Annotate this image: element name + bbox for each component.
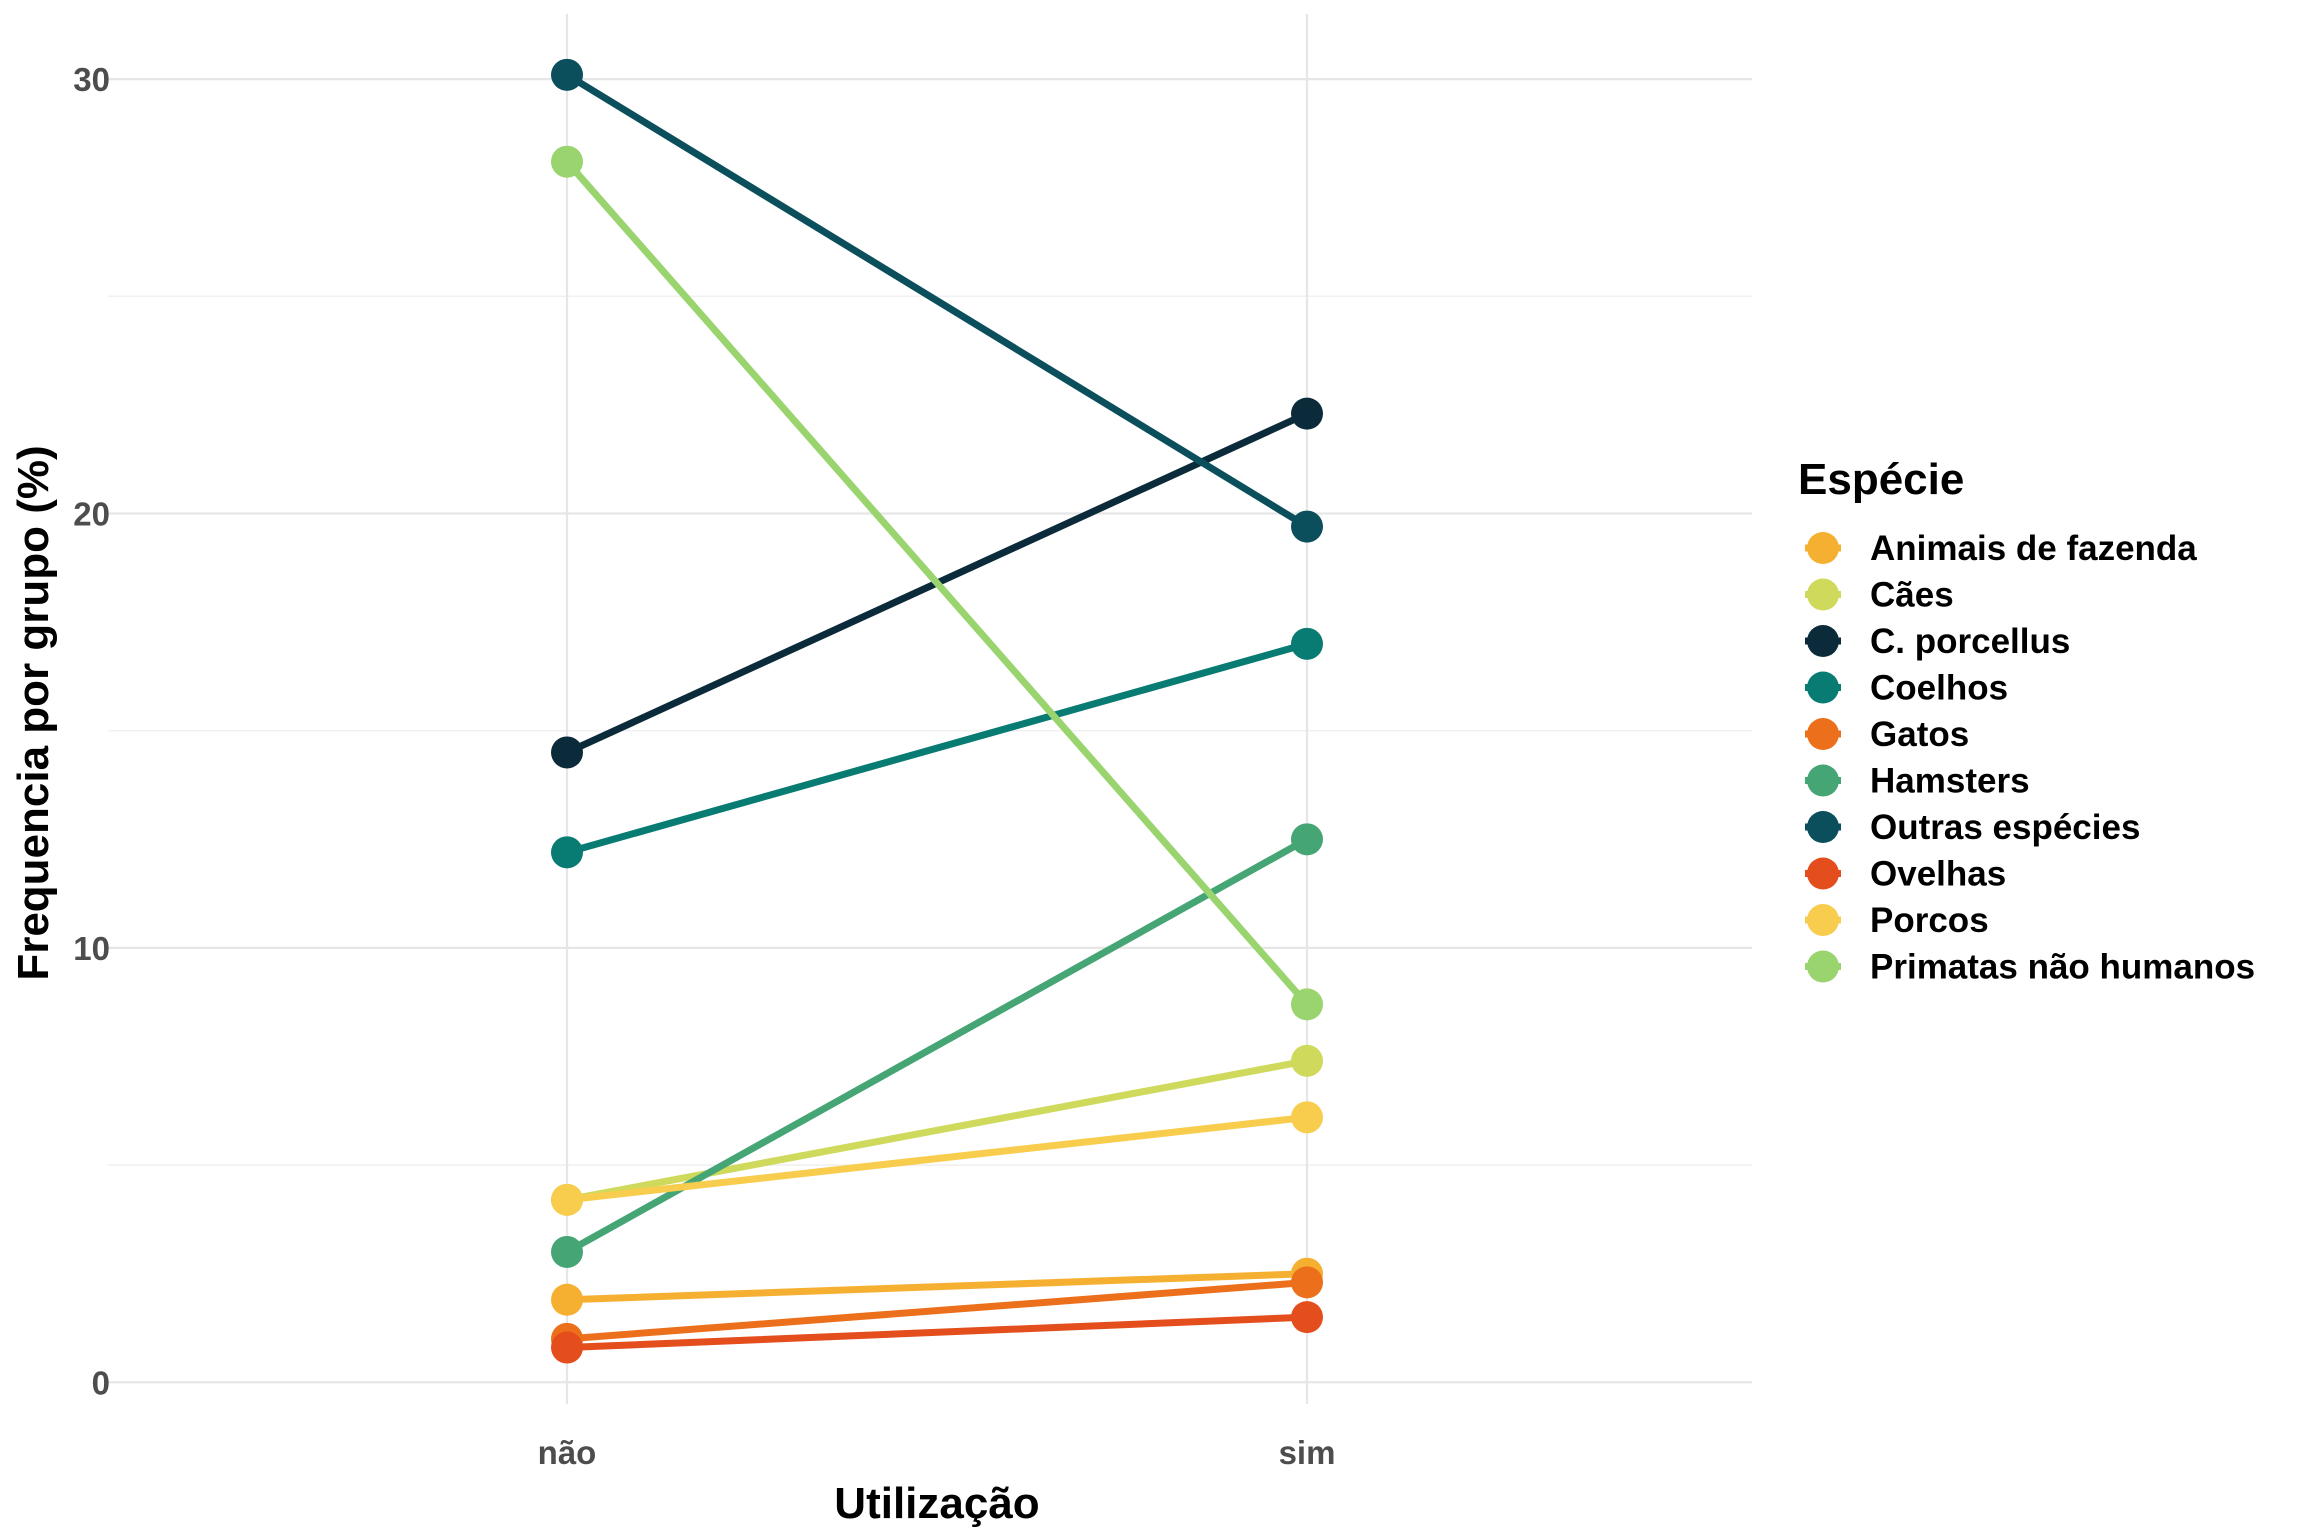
series-line xyxy=(563,158,1311,1008)
legend-item: Cães xyxy=(1805,576,1954,615)
y-tick-labels: 0 10 20 30 xyxy=(73,61,110,1401)
legend-label: Porcos xyxy=(1870,901,1989,940)
legend-key-point xyxy=(1807,904,1839,936)
legend: Espécie Animais de fazenda Cães C. porcell… xyxy=(1798,455,2255,987)
y-tick-label: 30 xyxy=(73,61,110,98)
y-tick-label: 0 xyxy=(92,1364,110,1401)
legend-label: Gatos xyxy=(1870,715,1969,754)
x-tick-label: sim xyxy=(1279,1434,1336,1471)
series-line xyxy=(563,1278,1311,1343)
legend-item: Porcos xyxy=(1805,901,1989,940)
legend-key-point xyxy=(1807,718,1839,750)
legend-label: Animais de fazenda xyxy=(1870,529,2197,568)
data-point xyxy=(551,58,583,91)
series-layer xyxy=(551,58,1323,1364)
legend-items: Animais de fazenda Cães C. porcellus Coelho… xyxy=(1805,529,2255,987)
series-line xyxy=(563,71,1311,531)
legend-item: Outras espécies xyxy=(1805,808,2140,847)
data-point xyxy=(1291,988,1323,1021)
data-point xyxy=(1291,397,1323,430)
data-point xyxy=(1291,1101,1323,1134)
legend-key-point xyxy=(1807,671,1839,704)
legend-title: Espécie xyxy=(1798,455,1964,504)
legend-item: Coelhos xyxy=(1805,669,2008,708)
data-point xyxy=(1291,627,1323,660)
legend-item: Ovelhas xyxy=(1805,855,2006,894)
data-point xyxy=(551,836,583,869)
legend-item: Animais de fazenda xyxy=(1805,529,2197,568)
legend-label: Ovelhas xyxy=(1870,855,2006,894)
legend-key-point xyxy=(1807,578,1839,611)
x-tick-labels: não sim xyxy=(538,1434,1336,1471)
series-line xyxy=(563,1313,1311,1352)
legend-label: Hamsters xyxy=(1870,762,2030,801)
legend-key-point xyxy=(1807,857,1839,890)
legend-item: C. porcellus xyxy=(1805,622,2070,661)
data-point xyxy=(551,1331,583,1364)
y-tick-label: 10 xyxy=(73,930,110,967)
data-point xyxy=(551,1235,583,1268)
legend-key-point xyxy=(1807,625,1839,657)
data-point xyxy=(551,145,583,178)
data-point xyxy=(1291,1266,1323,1299)
series-line xyxy=(563,1270,1311,1304)
legend-label: Coelhos xyxy=(1870,669,2008,708)
legend-label: C. porcellus xyxy=(1870,622,2070,661)
x-axis-title: Utilização xyxy=(834,1479,1039,1528)
legend-key-point xyxy=(1807,532,1839,564)
data-point xyxy=(1291,510,1323,543)
legend-key-point xyxy=(1807,950,1839,983)
legend-item: Gatos xyxy=(1805,715,1969,754)
legend-label: Cães xyxy=(1870,576,1954,615)
data-point xyxy=(551,1183,583,1216)
y-axis-title: Frequencia por grupo (%) xyxy=(9,445,58,980)
series-line xyxy=(563,1113,1311,1204)
grid-layer xyxy=(108,14,1752,1404)
series-line xyxy=(563,1057,1311,1204)
data-point xyxy=(1291,1044,1323,1077)
x-tick-label: não xyxy=(538,1434,597,1471)
legend-key-point xyxy=(1807,764,1839,797)
legend-key-point xyxy=(1807,811,1839,843)
data-point xyxy=(1291,1301,1323,1334)
data-point xyxy=(1291,823,1323,856)
legend-item: Primatas não humanos xyxy=(1805,948,2255,987)
legend-label: Outras espécies xyxy=(1870,808,2140,847)
legend-item: Hamsters xyxy=(1805,762,2030,801)
series-line xyxy=(563,640,1311,856)
data-point xyxy=(551,1283,583,1316)
y-tick-label: 20 xyxy=(73,496,110,533)
legend-label: Primatas não humanos xyxy=(1870,948,2255,987)
data-point xyxy=(551,736,583,769)
